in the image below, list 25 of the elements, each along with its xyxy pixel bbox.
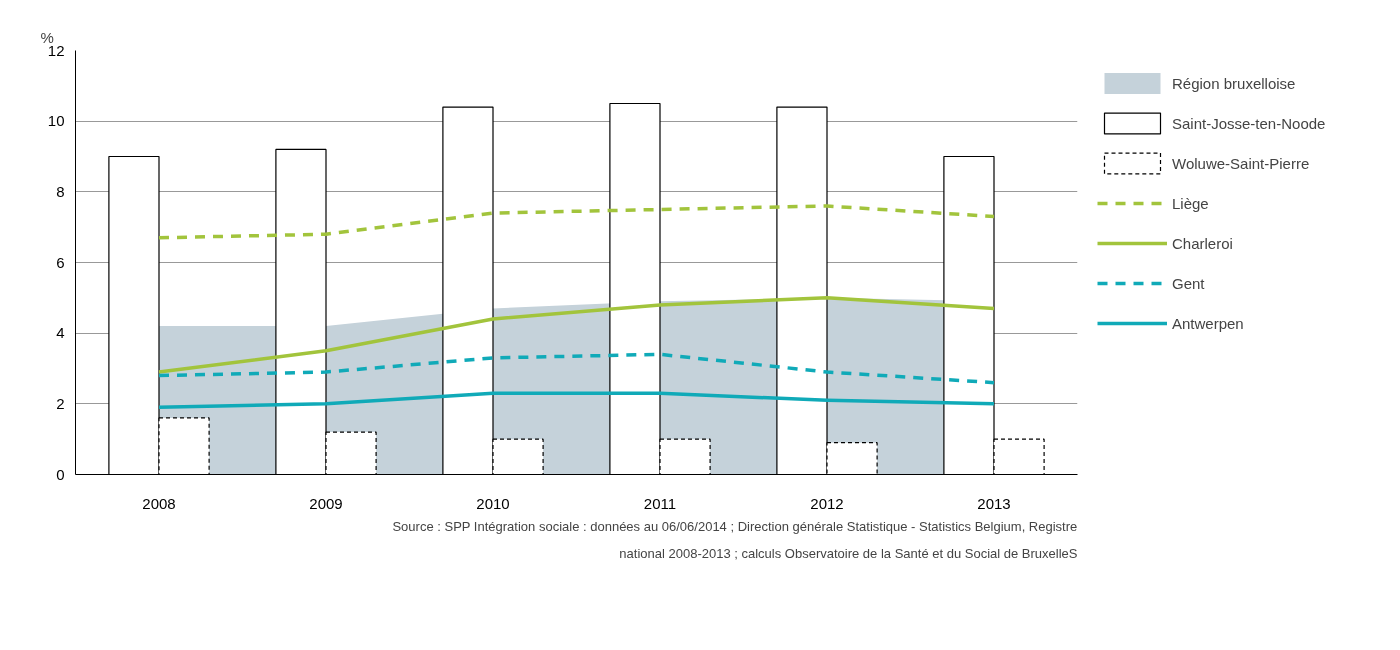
- x-tick-label: 2011: [643, 494, 677, 512]
- x-tick-label: 2013: [977, 494, 1011, 512]
- legend-label: Antwerpen: [1172, 314, 1244, 332]
- y-tick-label: 10: [47, 112, 65, 130]
- line-series: [157, 391, 996, 410]
- legend-label: Charleroi: [1172, 234, 1233, 252]
- legend-label: Région bruxelloise: [1172, 74, 1296, 92]
- x-tick-label: 2010: [476, 494, 510, 512]
- y-tick-label: 6: [56, 253, 65, 271]
- source-note: Source : SPP Intégration sociale : données au 06/06/2014 ; Direction générale Statistique - Statistics Belgium, Registre national 2008-2013 ; calculs Observatoire de la Santé et du Social de BruxelleS: [392, 518, 1078, 561]
- y-tick-label: 0: [56, 465, 65, 483]
- legend-label: Gent: [1172, 274, 1205, 292]
- y-tick-label: 8: [56, 182, 65, 200]
- y-axis-title: %: [40, 28, 54, 46]
- x-tick-label: 2008: [142, 494, 176, 512]
- line-series: [157, 296, 996, 374]
- y-tick-label: 2: [56, 394, 65, 412]
- legend-label: Woluwe-Saint-Pierre: [1172, 154, 1310, 172]
- y-tick-label: 4: [56, 324, 65, 342]
- x-tick-label: 2009: [309, 494, 343, 512]
- x-tick-label: 2012: [810, 494, 844, 512]
- line-series: [157, 204, 996, 240]
- line-series: [157, 352, 996, 385]
- legend-label: Saint-Josse-ten-Noode: [1172, 114, 1326, 132]
- legend-label: Liège: [1172, 194, 1209, 212]
